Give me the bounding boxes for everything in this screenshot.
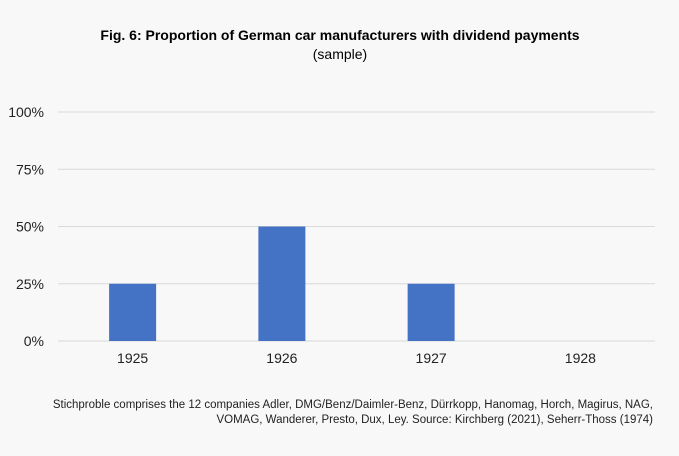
x-tick-label: 1926 bbox=[266, 350, 297, 366]
y-tick-label: 75% bbox=[16, 161, 44, 177]
bar-1926 bbox=[258, 226, 306, 341]
bar-1927 bbox=[407, 283, 455, 341]
bar-1925 bbox=[109, 283, 157, 341]
chart-subtitle: (sample) bbox=[313, 46, 367, 62]
chart-title: Fig. 6: Proportion of German car manufac… bbox=[100, 27, 579, 43]
x-tick-label: 1928 bbox=[565, 350, 596, 366]
x-tick-label: 1927 bbox=[416, 350, 447, 366]
source-note: Stichproble comprises the 12 companies A… bbox=[52, 399, 653, 426]
y-tick-label: 50% bbox=[16, 219, 44, 235]
x-tick-label: 1925 bbox=[117, 350, 148, 366]
y-tick-label: 25% bbox=[16, 276, 44, 292]
y-tick-label: 100% bbox=[8, 104, 44, 120]
y-tick-label: 0% bbox=[24, 333, 44, 349]
